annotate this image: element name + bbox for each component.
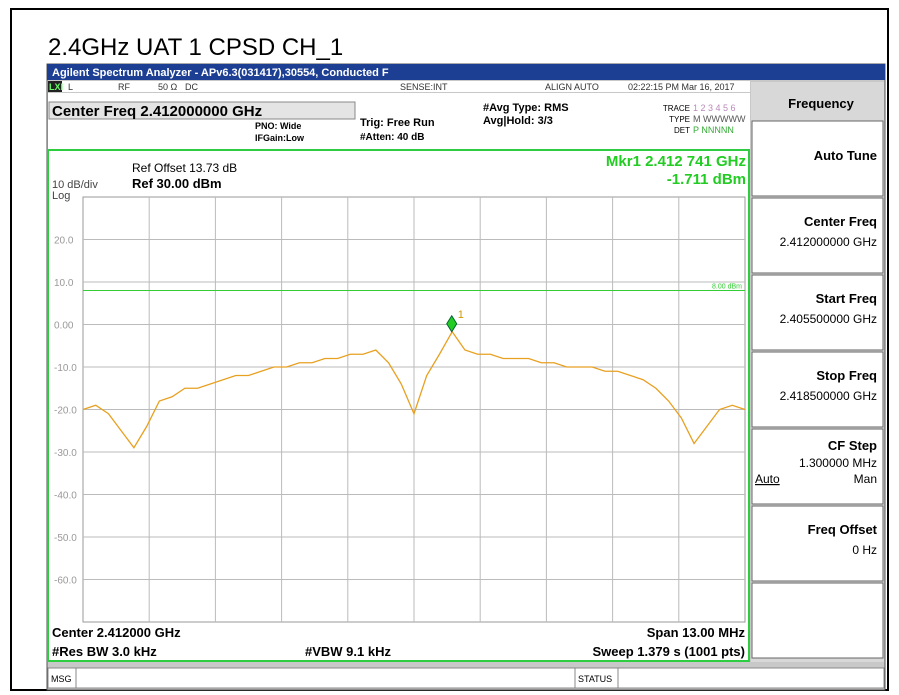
softkey-label: CF Step [828, 438, 877, 453]
scale: 10 dB/div [52, 179, 98, 191]
y-tick-label: 0.00 [54, 321, 74, 332]
marker [446, 314, 458, 333]
y-tick-label: 10.0 [54, 278, 74, 289]
status-item: LXI [49, 82, 63, 92]
vbw-label: #VBW 9.1 kHz [305, 644, 391, 659]
avg-hold: Avg|Hold: 3/3 [483, 115, 553, 127]
status-row [48, 81, 750, 92]
softkey-option: Auto [755, 472, 780, 486]
avg-type: #Avg Type: RMS [483, 102, 569, 114]
ref-level: Ref 30.00 dBm [132, 176, 222, 191]
trig-setting: Trig: Free Run [360, 117, 435, 129]
status-item: 02:22:15 PM Mar 16, 2017 [628, 82, 735, 92]
page-title: 2.4GHz UAT 1 CPSD CH_1 [48, 34, 343, 61]
y-tick-label: -60.0 [54, 576, 77, 587]
plot: 20.0 10.0 0.00 -10.0 -20.0 -30.0 -40.0 -50.0 -60… [54, 196, 746, 623]
status-item: ALIGN AUTO [545, 82, 599, 92]
center-label: Center 2.412000 GHz [52, 625, 181, 640]
softkey-center-freq[interactable] [751, 197, 884, 274]
marker-amplitude: -1.711 dBm [667, 171, 746, 188]
softkey-header: Frequency [788, 96, 855, 111]
det-value: P NNNNN [693, 125, 734, 135]
atten-setting: #Atten: 40 dB [360, 132, 424, 143]
status-item: RF [118, 82, 130, 92]
trace [82, 330, 746, 449]
rbw-label: #Res BW 3.0 kHz [52, 644, 157, 659]
softkey-label: Freq Offset [808, 522, 878, 537]
lxi-badge [48, 81, 62, 92]
center-freq-box [48, 101, 356, 120]
softkey-label: Center Freq [804, 214, 877, 229]
title-bar [47, 64, 885, 80]
trace-value: 1 2 3 4 5 6 [693, 103, 736, 113]
span-label: Span 13.00 MHz [647, 625, 746, 640]
softkey-stop-freq[interactable] [751, 351, 884, 428]
type-value: M WWWWW [693, 114, 746, 124]
y-tick-label: -10.0 [54, 363, 77, 374]
y-tick-label: 20.0 [54, 236, 74, 247]
softkey-freq-offset[interactable] [751, 505, 884, 582]
status-item: L [68, 82, 73, 92]
scale-type: Log [52, 190, 70, 202]
status-item: 50 Ω [158, 82, 178, 92]
status-item: SENSE:INT [400, 82, 448, 92]
trace-label: TRACE [663, 104, 690, 113]
softkey-label: Start Freq [816, 291, 877, 306]
softkey-label: Auto Tune [814, 148, 877, 163]
ifgain-setting: IFGain:Low [255, 133, 305, 143]
status-item: DC [185, 82, 198, 92]
graph-frame [47, 149, 750, 662]
y-tick-label: -50.0 [54, 533, 77, 544]
det-label: DET [674, 126, 690, 135]
softkey-value: 2.412000000 GHz [780, 235, 877, 249]
window-title: Agilent Spectrum Analyzer - APv6.3(03141… [52, 67, 389, 79]
softkey-empty[interactable] [751, 582, 884, 659]
softkey-start-freq[interactable] [751, 274, 884, 351]
marker-freq: Mkr1 2.412 741 GHz [606, 153, 746, 170]
softkey-value: 0 Hz [852, 543, 877, 557]
softkey-label: Stop Freq [816, 368, 877, 383]
softkey-cf-step[interactable] [751, 428, 884, 505]
sweep-label: Sweep 1.379 s (1001 pts) [593, 644, 745, 659]
softkey-auto-tune[interactable] [751, 120, 884, 197]
pno-setting: PNO: Wide [255, 121, 301, 131]
softkey-value: 1.300000 MHz [799, 456, 877, 470]
y-tick-label: -20.0 [54, 406, 77, 417]
center-freq-setting: Center Freq 2.412000000 GHz [52, 103, 262, 120]
softkey-value: 2.405500000 GHz [780, 312, 877, 326]
y-tick-label: -30.0 [54, 448, 77, 459]
status-label: STATUS [578, 674, 612, 684]
ref-offset: Ref Offset 13.73 dB [132, 161, 237, 175]
softkey-option: Man [854, 472, 877, 486]
display-line-label: 8.00 dBm [712, 284, 742, 291]
y-tick-label: -40.0 [54, 491, 77, 502]
marker-number: 1 [458, 309, 464, 321]
message-bar [47, 667, 885, 689]
softkey-value: 2.418500000 GHz [780, 389, 877, 403]
msg-label: MSG [51, 674, 72, 684]
type-label: TYPE [669, 115, 690, 124]
